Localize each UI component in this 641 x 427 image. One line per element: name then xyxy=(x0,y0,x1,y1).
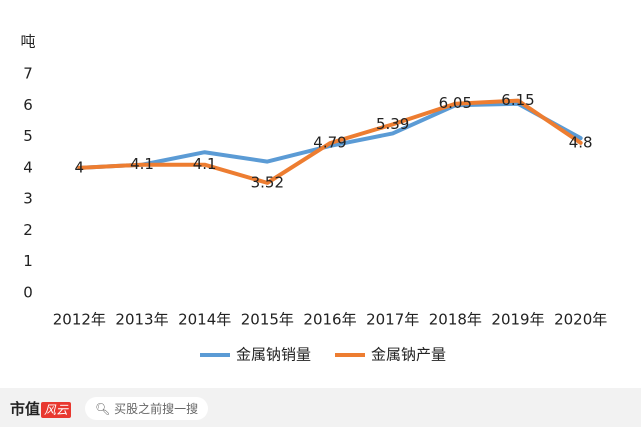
data-label: 4 xyxy=(75,158,85,176)
y-tick-label: 3 xyxy=(23,190,33,208)
data-label: 6.15 xyxy=(501,91,534,109)
data-label: 3.52 xyxy=(251,173,284,191)
y-tick-label: 0 xyxy=(23,284,33,302)
x-tick-label: 2013年 xyxy=(115,311,168,329)
data-label: 4.1 xyxy=(130,155,154,173)
y-tick-label: 4 xyxy=(23,158,33,176)
chart-card: 吨 0 1 2 3 4 5 6 7 2012年 2013年 2014年 2015年 2016年 2017年… xyxy=(0,0,641,388)
series-line xyxy=(77,101,583,170)
legend-label: 金属钠销量 xyxy=(236,346,311,364)
x-tick-label: 2018年 xyxy=(429,311,482,329)
x-tick-label: 2014年 xyxy=(178,311,231,329)
y-tick-label: 2 xyxy=(23,221,33,239)
data-label: 4.1 xyxy=(193,155,217,173)
data-label: 4.8 xyxy=(569,133,593,151)
data-label: 5.39 xyxy=(376,115,409,133)
y-tick-label: 1 xyxy=(23,252,33,270)
y-tick-label: 7 xyxy=(23,65,33,83)
brand-text: 市值 xyxy=(10,399,41,418)
y-tick-label: 5 xyxy=(23,127,33,145)
brand-logo: 风云 xyxy=(41,401,72,418)
footer: 市值 风云 🔍︎ 买股之前搜一搜 xyxy=(10,396,209,420)
x-tick-label: 2015年 xyxy=(241,311,294,329)
x-tick-label: 2016年 xyxy=(303,311,356,329)
search-box[interactable]: 🔍︎ 买股之前搜一搜 xyxy=(85,396,209,420)
chart: 吨 0 1 2 3 4 5 6 7 2012年 2013年 2014年 2015年 2016年 2017年… xyxy=(20,33,607,364)
data-label: 4.79 xyxy=(313,134,346,152)
legend-label: 金属钠产量 xyxy=(371,346,446,364)
brand: 市值 风云 xyxy=(10,398,72,419)
x-tick-label: 2020年 xyxy=(554,311,607,329)
y-tick-label: 6 xyxy=(23,96,33,114)
x-tick-label: 2012年 xyxy=(53,311,106,329)
search-text: 买股之前搜一搜 xyxy=(114,401,199,416)
x-tick-label: 2017年 xyxy=(366,311,419,329)
data-label: 6.05 xyxy=(439,94,472,112)
series-line xyxy=(77,98,583,185)
y-axis-label: 吨 xyxy=(20,33,35,51)
x-tick-label: 2019年 xyxy=(491,311,544,329)
